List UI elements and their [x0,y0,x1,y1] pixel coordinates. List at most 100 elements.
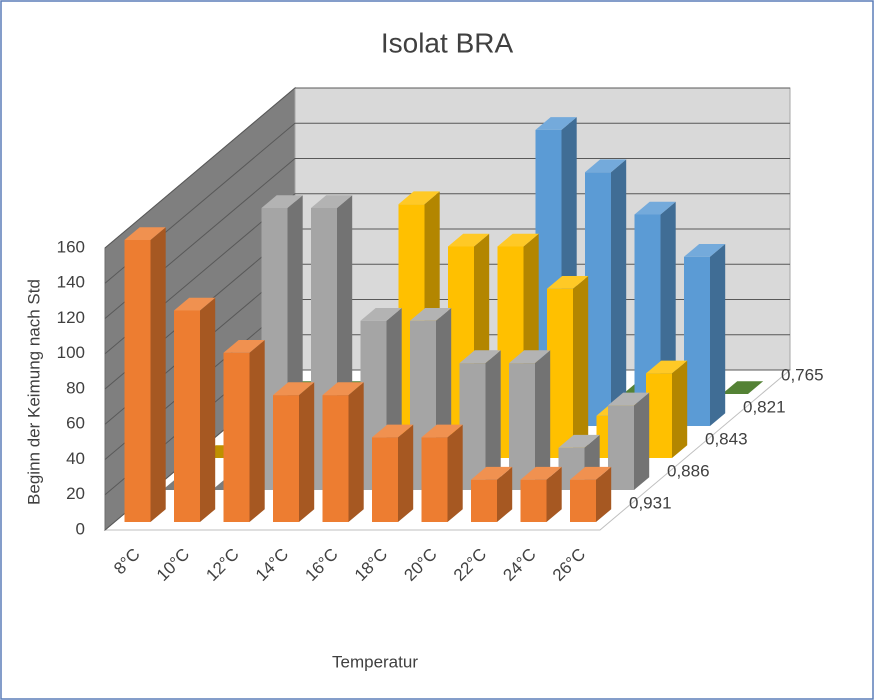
depth-label: 0,843 [705,429,748,448]
bar-top [646,360,688,374]
bar-top [261,195,303,208]
bar-top [448,233,490,247]
bar-top [585,159,627,173]
bar [372,424,414,522]
bar-top [421,424,463,438]
bar [547,276,589,458]
y-tick-label: 80 [66,378,85,397]
y-axis-label: Beginn der Keimung nach Std [24,279,43,505]
y-tick-label: 140 [57,273,85,292]
bar-top [634,201,676,215]
bar-top [520,466,562,480]
bar [520,466,562,522]
bar-top [398,191,440,205]
bar-front [646,373,672,458]
bar [421,424,463,522]
bar-top [570,466,612,480]
bar-side [710,244,726,426]
bar [322,382,364,522]
bar-top [471,466,513,480]
bar [570,466,612,522]
bar-front [471,479,497,522]
bar-top [558,434,600,448]
grid-line [104,122,790,284]
bar-front [421,437,448,522]
y-tick-label: 120 [57,308,85,327]
bar [273,382,315,522]
bar-top [547,276,589,289]
bar-top [360,308,402,321]
depth-label: 0,765 [781,365,824,384]
bar-top [684,244,726,257]
bar-side [447,424,463,522]
bar-front [547,288,573,458]
bar-front [174,310,200,522]
bar-top [311,195,353,208]
depth-label: 0,886 [667,461,710,480]
chart-title: Isolat BRA [381,27,514,58]
bar [684,244,726,426]
bar-top [223,340,265,353]
bar [124,227,166,522]
bar-front [459,363,486,490]
bar-side [249,340,265,522]
bar-front [570,479,596,522]
bar-top [410,308,452,321]
bar-top [459,350,501,364]
bar-top [322,382,364,396]
bar-front [585,172,611,426]
bar-side [348,382,364,522]
bar [646,360,688,458]
y-tick-label: 20 [66,484,85,503]
y-tick-label: 60 [66,414,85,433]
bar-front [608,405,634,490]
bar [459,350,501,490]
bar [223,340,265,522]
bar-front [372,437,398,522]
bar-side [535,350,551,490]
bar-side [672,360,688,458]
bar-top [509,350,551,364]
y-tick-label: 100 [57,343,85,362]
bar-side [611,159,627,426]
bar-top [174,297,216,311]
bar [608,392,650,490]
bar-side [596,466,612,522]
bar-side [634,392,650,490]
bar-top [372,424,414,438]
bar-top [124,227,166,240]
bar-side [150,227,166,522]
bar [471,466,513,522]
bar-front [223,352,250,522]
bar-front [684,256,710,426]
bar [722,381,764,394]
depth-label: 0,931 [629,493,672,512]
bar-side [485,350,501,490]
bar-side [497,466,513,522]
bar-top [722,381,764,394]
bar-top [497,233,539,247]
y-tick-label: 0 [76,519,85,538]
y-tick-label: 160 [57,237,85,256]
bar-top [608,392,650,406]
grid-line [104,158,790,319]
bar [585,159,627,426]
x-axis-label: Temperatur [332,652,418,671]
bar-top [273,382,315,396]
bar-side [546,466,562,522]
y-tick-label: 40 [66,449,85,468]
depth-label: 0,821 [743,397,786,416]
bar-front [273,395,299,522]
bar [509,350,551,490]
bar-side [573,276,589,458]
bar-top [535,117,577,130]
bar-front [124,240,151,522]
bar-front [520,479,547,522]
bar-front [322,395,349,522]
bar-front [509,363,535,490]
grid-line [104,87,790,249]
bar [174,297,216,522]
bar-side [398,424,414,522]
